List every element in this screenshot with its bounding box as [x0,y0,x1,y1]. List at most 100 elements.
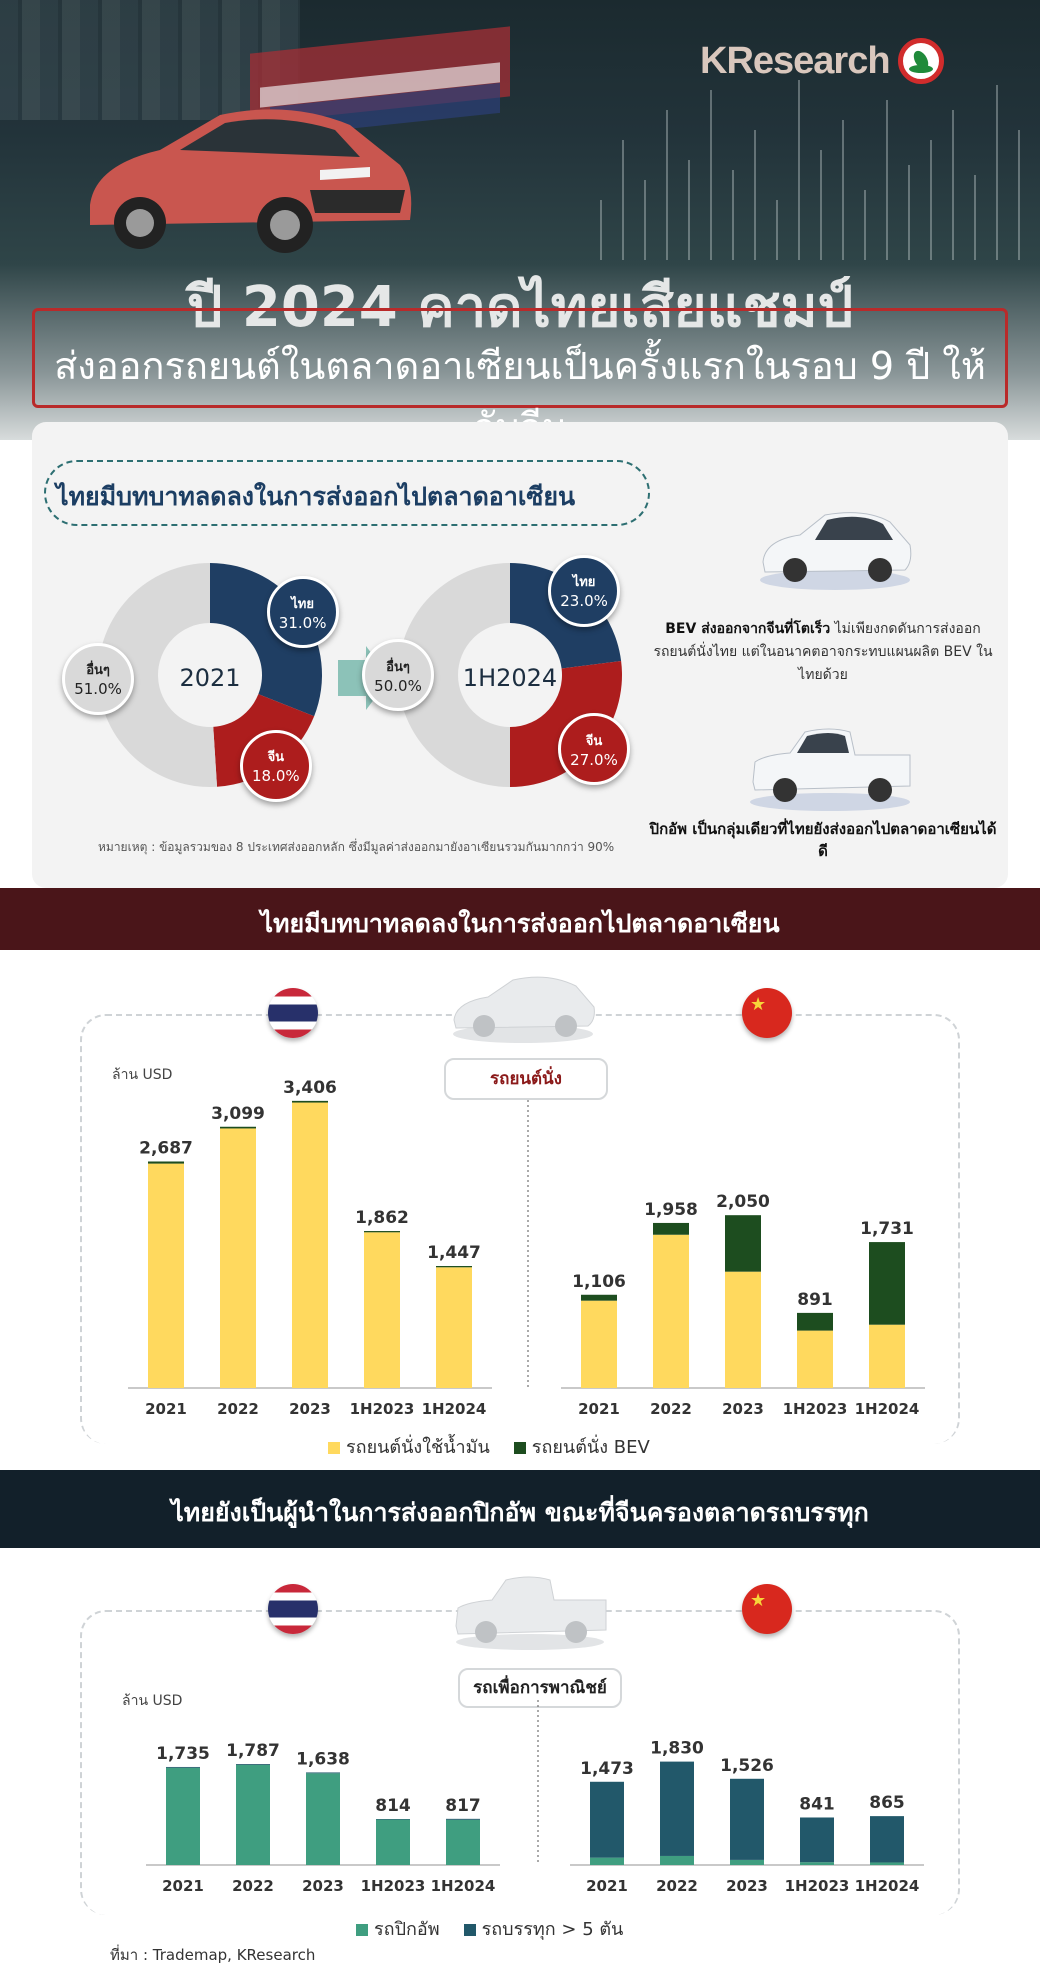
bar-segment [730,1859,764,1865]
stock-bar-decoration [908,165,910,260]
bar-segment [306,1773,340,1865]
donut-center-label: 1H2024 [463,664,557,692]
stock-bar-decoration [666,110,668,260]
bar-total-label: 2,687 [139,1138,193,1158]
kbank-logo-icon [897,38,944,84]
stock-bar-decoration [930,140,932,260]
chart-legend: รถปิกอัพ รถบรรทุก > 5 ตัน [356,1914,623,1943]
bar-segment [653,1234,689,1388]
bar-total-label: 3,406 [283,1080,337,1098]
stock-bar-decoration [732,170,734,260]
legend-label: รถปิกอัพ [374,1919,440,1940]
bar-total-label: 1,447 [427,1243,481,1263]
bar-segment [800,1862,834,1865]
x-tick-label: 2021 [578,1400,620,1418]
bev-car-icon [760,512,912,590]
source-note: ที่มา : Trademap, KResearch [110,1946,316,1964]
legend-label: รถยนต์นั่งใช้น้ำมัน [346,1437,490,1458]
stock-bar-decoration [864,190,866,260]
x-tick-label: 2021 [162,1877,204,1895]
x-tick-label: 2022 [650,1400,692,1418]
legend-item-oil: รถยนต์นั่งใช้น้ำมัน [328,1432,490,1461]
bar-segment [236,1764,270,1765]
donut-slice-label: ไทย 31.0% [266,576,339,649]
bar-segment [148,1163,184,1388]
x-tick-label: 1H2023 [361,1877,426,1895]
x-tick-label: 1H2023 [785,1877,850,1895]
legend-label: รถบรรทุก > 5 ตัน [481,1919,624,1940]
footnote: หมายเหตุ : ข้อมูลรวมของ 8 ประเทศส่งออกหล… [98,840,615,854]
thailand-flag-icon [268,988,318,1038]
stock-bar-decoration [644,180,646,260]
bar-segment [870,1862,904,1865]
stock-bar-decoration [1018,130,1020,260]
donut-slice [98,563,218,787]
stock-bar-decoration [600,200,602,260]
bar-segment [800,1817,834,1863]
bar-segment [869,1242,905,1325]
pickup-note: ปิกอัพ เป็นกลุ่มเดียวที่ไทยยังส่งออกไปตล… [649,820,997,860]
thailand-flag-icon [268,1584,318,1634]
x-tick-label: 2022 [232,1877,274,1895]
bar-total-label: 814 [375,1796,411,1816]
slice-value: 23.0% [560,592,608,611]
bar-total-label: 891 [797,1290,833,1310]
bev-note: BEV ส่งออกจากจีนที่โตเร็ว ไม่เพียงกดดันก… [648,618,998,687]
donut-slice-label: ไทย 23.0% [548,554,621,627]
bar-segment [730,1778,764,1860]
bar-segment [869,1324,905,1388]
x-tick-label: 1H2023 [783,1400,848,1418]
kresearch-logo: KResearch [700,35,944,87]
bar-segment [376,1819,410,1820]
bar-segment [292,1100,328,1103]
slice-value: 31.0% [278,613,327,632]
headline-frame [32,308,1008,408]
stock-bar-decoration [688,160,690,260]
x-tick-label: 1H2024 [422,1400,487,1418]
slice-name: จีน [267,750,285,766]
slice-name: จีน [585,733,603,749]
donut-slice-label: จีน 18.0% [239,729,312,802]
stock-chart-background [600,60,1040,260]
red-car-image [90,109,412,253]
stock-bar-decoration [886,100,888,260]
stock-bar-decoration [622,140,624,260]
bar-segment [725,1215,761,1272]
bar-segment [797,1312,833,1331]
bar-segment [653,1222,689,1235]
stock-bar-decoration [842,120,844,260]
bar-segment [446,1819,480,1865]
bar-total-label: 1,787 [226,1741,280,1761]
bar-segment [364,1231,400,1233]
bar-total-label: 2,050 [716,1192,770,1212]
x-tick-label: 2023 [722,1400,764,1418]
bar-segment [590,1781,624,1858]
bar-segment [436,1267,472,1388]
bar-segment [376,1819,410,1865]
bar-segment [797,1330,833,1388]
x-tick-label: 1H2023 [350,1400,415,1418]
legend-label: รถยนต์นั่ง BEV [531,1437,650,1458]
x-tick-label: 2023 [726,1877,768,1895]
sedan-icon [453,976,595,1043]
donut-slice [510,660,622,787]
x-tick-label: 2023 [289,1400,331,1418]
bar-segment [166,1767,200,1865]
bar-total-label: 841 [799,1794,835,1814]
bar-segment [148,1161,184,1164]
bar-segment [581,1294,617,1301]
bar-total-label: 1,862 [355,1208,409,1228]
bar-segment [446,1818,480,1820]
donut-slice-label: จีน 27.0% [558,713,630,786]
slice-name: ไทย [572,575,596,591]
x-tick-label: 2021 [586,1877,628,1895]
stock-bar-decoration [952,110,954,260]
slice-value: 27.0% [570,750,618,769]
bar-total-label: 1,735 [156,1744,210,1764]
donut-slice-label: อื่นๆ 50.0% [362,639,434,711]
stock-bar-decoration [820,150,822,260]
bar-segment [870,1816,904,1863]
slice-name: อื่นๆ [86,663,110,679]
y-axis-unit: ล้าน USD [112,1067,173,1083]
bar-segment [220,1128,256,1388]
